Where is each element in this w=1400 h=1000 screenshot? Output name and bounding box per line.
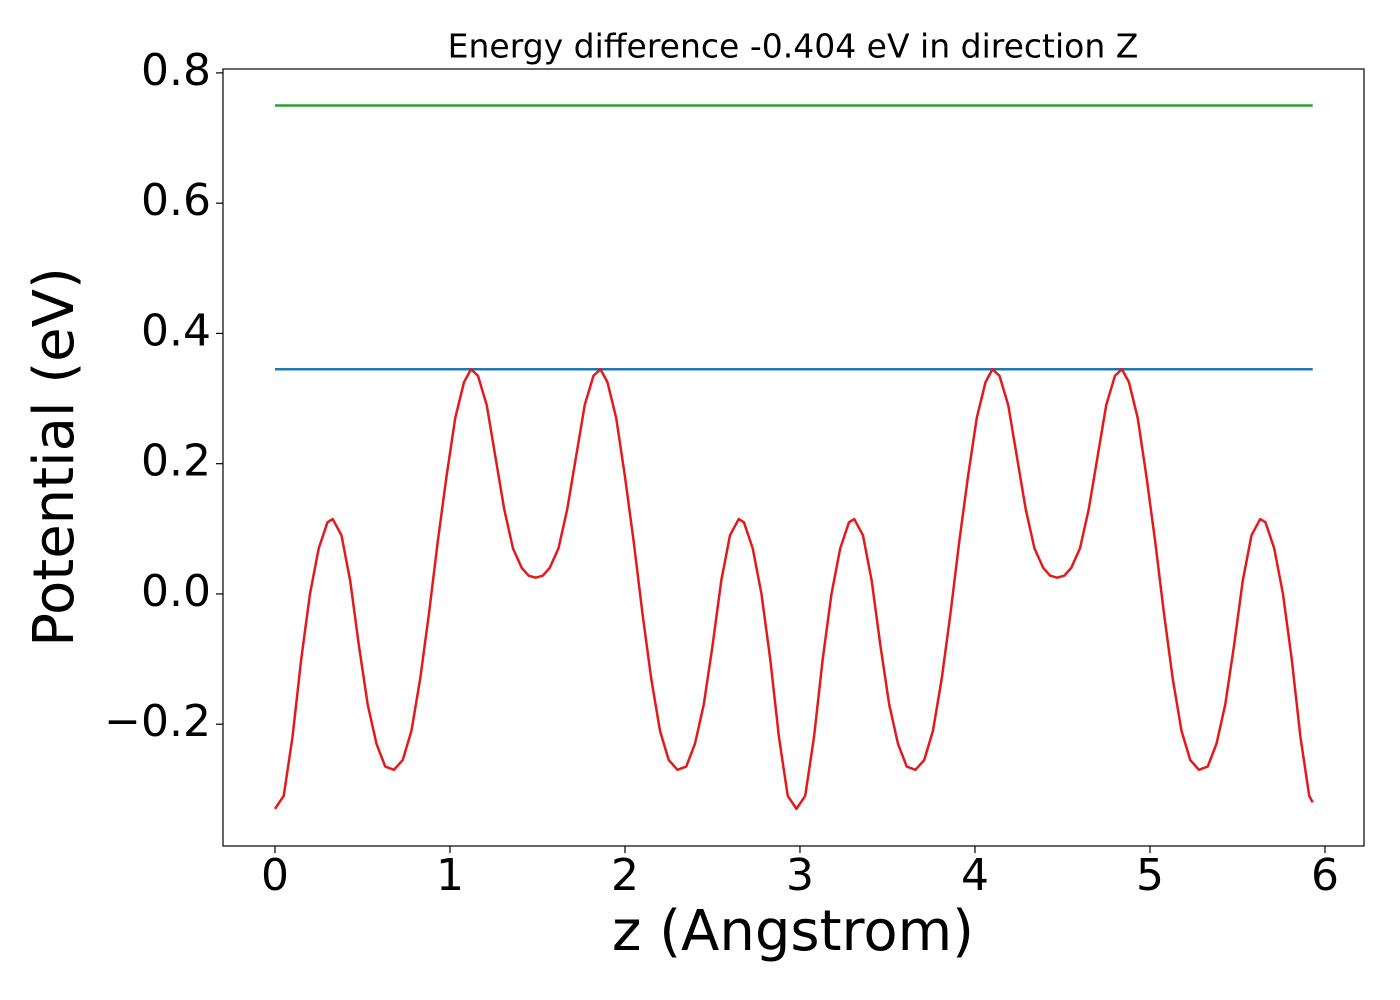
y-tick-label: 0.8 [141, 45, 211, 96]
y-axis-label: Potential (eV) [22, 267, 87, 647]
y-tick-label: 0.2 [141, 436, 211, 487]
x-tick-label: 3 [786, 850, 814, 901]
x-tick-label: 5 [1136, 850, 1164, 901]
x-tick-label: 1 [436, 850, 464, 901]
x-tick-label: 6 [1311, 850, 1339, 901]
y-tick-label: 0.4 [141, 305, 211, 356]
y-tick-label: −0.2 [104, 696, 211, 747]
x-tick-label: 0 [261, 850, 289, 901]
x-tick-label: 2 [611, 850, 639, 901]
data-line [273, 367, 1314, 811]
plot-frame [222, 68, 1365, 847]
y-tick-label: 0.6 [141, 175, 211, 226]
chart-title: Energy difference -0.404 eV in direction… [448, 27, 1139, 66]
y-tick-label: 0.0 [141, 566, 211, 617]
x-axis-label: z (Angstrom) [612, 899, 974, 964]
x-tick-label: 4 [961, 850, 989, 901]
